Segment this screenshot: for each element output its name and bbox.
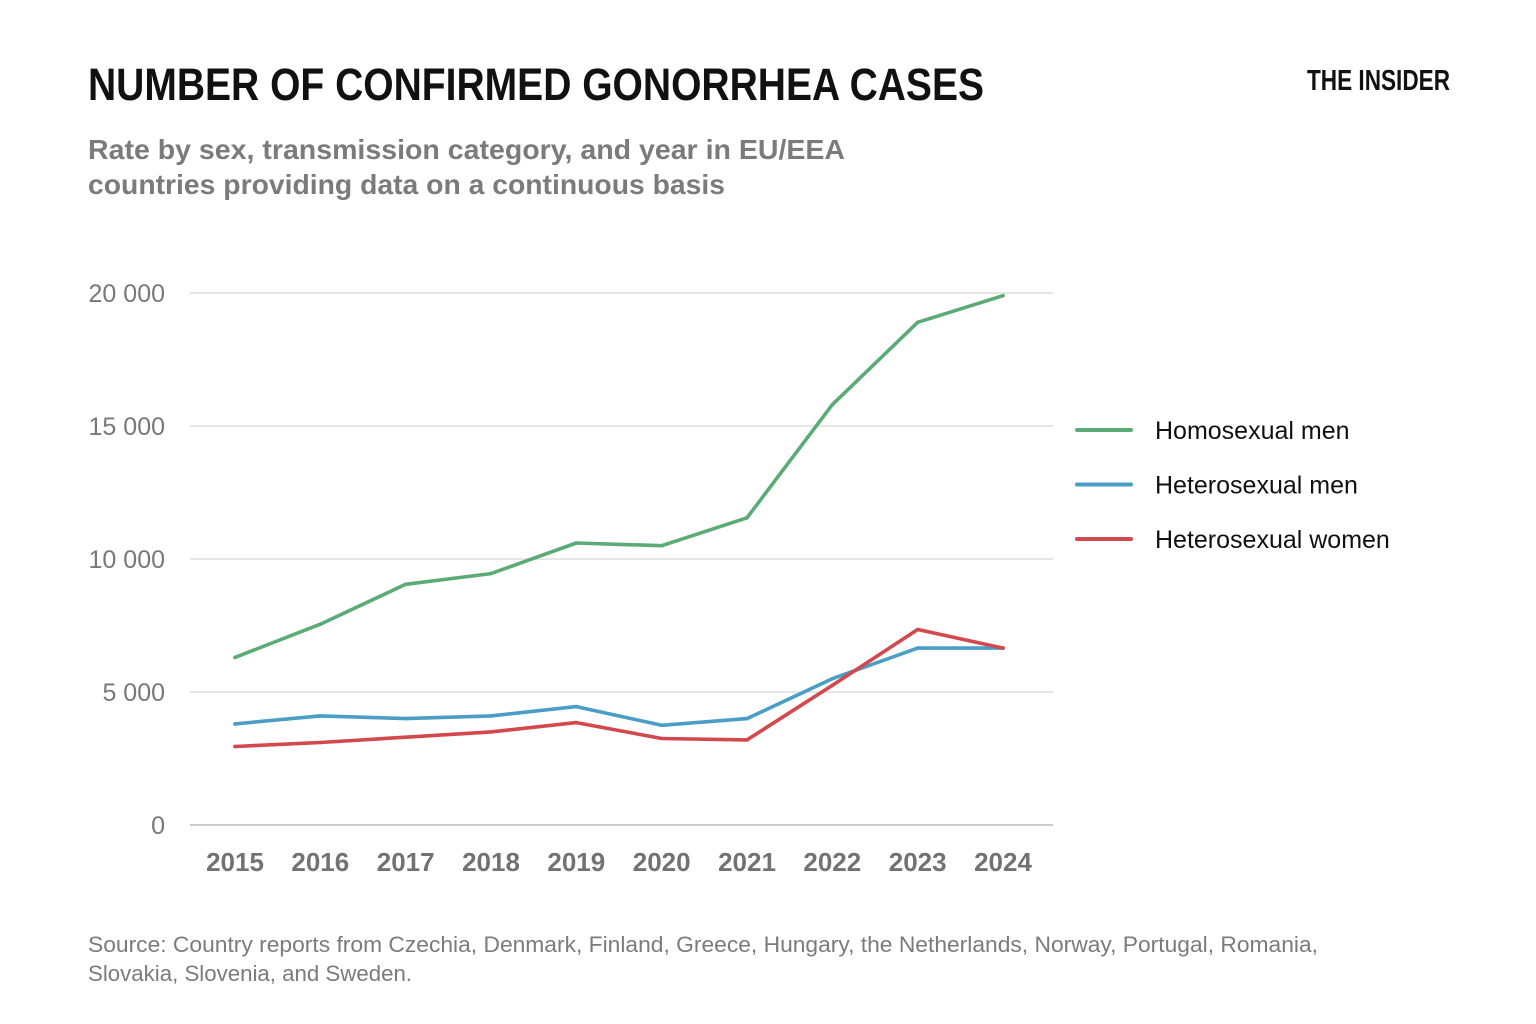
data-point: [1001, 646, 1005, 650]
data-point: [659, 543, 664, 548]
data-point: [915, 320, 920, 325]
legend-label: Heterosexual men: [1155, 472, 1358, 500]
x-tick-label: 2015: [206, 847, 264, 877]
data-point: [574, 720, 579, 725]
data-point: [233, 744, 237, 749]
y-tick-label: 0: [151, 812, 165, 840]
data-point: [489, 714, 493, 718]
data-point: [489, 571, 493, 576]
series-homosexual-men: [233, 293, 1005, 660]
x-axis: 2015 2016 2017 2018 2019 2020 2021 2022 2023 2024: [206, 847, 1032, 877]
data-point: [745, 516, 749, 520]
source-note-line: Slovakia, Slovenia, and Sweden.: [88, 961, 412, 986]
chart-subtitle-line: Rate by sex, transmission category, and …: [88, 134, 845, 165]
legend-label: Homosexual men: [1155, 417, 1350, 445]
x-tick-label: 2024: [974, 847, 1032, 877]
x-tick-label: 2018: [462, 847, 520, 877]
legend-label: Heterosexual women: [1155, 526, 1390, 554]
data-point: [745, 716, 749, 721]
series-line-homosexual-men: [233, 293, 1005, 660]
data-point: [574, 541, 579, 545]
y-tick-label: 10 000: [89, 546, 165, 574]
data-point: [318, 622, 323, 626]
data-point: [318, 740, 323, 745]
data-point: [915, 627, 920, 632]
y-tick-label: 15 000: [89, 413, 165, 441]
source-note-line: Source: Country reports from Czechia, De…: [88, 932, 1318, 957]
x-tick-label: 2017: [377, 847, 435, 877]
y-axis: 0 5 000 10 000 15 000 20 000: [89, 280, 165, 840]
data-point: [574, 704, 579, 709]
data-point: [659, 736, 664, 741]
series-line-heterosexual-men: [233, 646, 1005, 728]
legend-item-heterosexual-women: Heterosexual women: [1075, 526, 1390, 554]
x-tick-label: 2016: [291, 847, 349, 877]
series-heterosexual-women: [233, 627, 1005, 749]
data-point: [830, 683, 835, 688]
chart-subtitle-line: countries providing data on a continuous…: [88, 169, 725, 200]
plot-area: [233, 293, 1005, 749]
legend-item-heterosexual-men: Heterosexual men: [1075, 472, 1358, 500]
data-point: [659, 723, 664, 728]
y-tick-label: 5 000: [102, 679, 165, 707]
data-point: [745, 738, 749, 742]
series-line-heterosexual-women: [233, 627, 1005, 749]
data-point: [830, 402, 835, 407]
x-tick-label: 2021: [718, 847, 776, 877]
data-point: [915, 646, 920, 650]
brand-logo: THE INSIDER: [1307, 65, 1450, 97]
x-tick-label: 2019: [547, 847, 605, 877]
data-point: [403, 716, 408, 721]
data-point: [403, 582, 408, 587]
legend-item-homosexual-men: Homosexual men: [1075, 417, 1350, 445]
data-point: [403, 735, 408, 739]
series-heterosexual-men: [233, 646, 1005, 728]
x-tick-label: 2022: [803, 847, 861, 877]
chart-title: NUMBER OF CONFIRMED GONORRHEA CASES: [88, 59, 984, 110]
data-point: [318, 714, 323, 718]
y-tick-label: 20 000: [89, 280, 165, 308]
x-tick-label: 2020: [633, 847, 691, 877]
data-point: [1001, 293, 1005, 298]
legend: Homosexual men Heterosexual men Heterosexu…: [1075, 417, 1390, 554]
x-tick-label: 2023: [889, 847, 947, 877]
data-point: [489, 730, 493, 734]
gridlines: [190, 292, 1053, 826]
data-point: [233, 722, 237, 726]
data-point: [830, 676, 835, 681]
data-point: [233, 655, 237, 660]
